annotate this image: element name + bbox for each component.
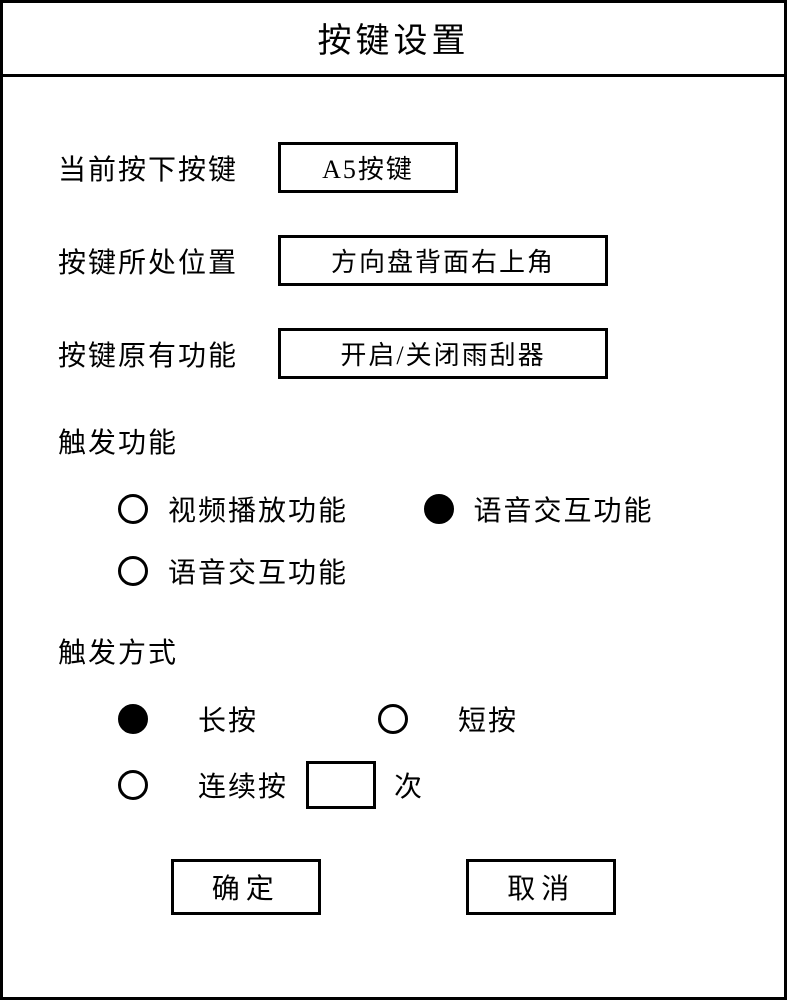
radio-icon bbox=[118, 494, 148, 524]
confirm-button[interactable]: 确定 bbox=[171, 859, 321, 915]
field-original-function: 按键原有功能 开启/关闭雨刮器 bbox=[58, 328, 729, 379]
field-current-key: 当前按下按键 A5按键 bbox=[58, 142, 729, 193]
radio-short-press[interactable]: 短按 bbox=[378, 699, 638, 739]
window-title: 按键设置 bbox=[318, 23, 470, 60]
continuous-count-input[interactable] bbox=[306, 761, 376, 809]
radio-long-press[interactable]: 长按 bbox=[118, 699, 378, 739]
radio-label: 长按 bbox=[198, 699, 258, 739]
current-key-label: 当前按下按键 bbox=[58, 148, 278, 188]
radio-label: 短按 bbox=[458, 699, 518, 739]
continuous-prefix: 连续按 bbox=[198, 765, 288, 805]
radio-icon bbox=[424, 494, 454, 524]
trigger-function-label: 触发功能 bbox=[58, 421, 729, 461]
radio-voice-interaction-2[interactable]: 语音交互功能 bbox=[118, 551, 428, 591]
radio-icon bbox=[378, 704, 408, 734]
radio-label: 语音交互功能 bbox=[474, 489, 654, 529]
button-row: 确定 取消 bbox=[58, 859, 729, 915]
cancel-button[interactable]: 取消 bbox=[466, 859, 616, 915]
original-function-label: 按键原有功能 bbox=[58, 334, 278, 374]
radio-voice-interaction-1[interactable]: 语音交互功能 bbox=[424, 489, 730, 529]
radio-label: 视频播放功能 bbox=[168, 489, 348, 529]
settings-window: 按键设置 当前按下按键 A5按键 按键所处位置 方向盘背面右上角 按键原有功能 … bbox=[0, 0, 787, 1000]
continuous-suffix: 次 bbox=[394, 765, 424, 805]
radio-icon bbox=[118, 704, 148, 734]
current-key-value: A5按键 bbox=[278, 142, 458, 193]
radio-video-playback[interactable]: 视频播放功能 bbox=[118, 489, 424, 529]
content-area: 当前按下按键 A5按键 按键所处位置 方向盘背面右上角 按键原有功能 开启/关闭… bbox=[3, 77, 784, 997]
field-key-position: 按键所处位置 方向盘背面右上角 bbox=[58, 235, 729, 286]
original-function-value: 开启/关闭雨刮器 bbox=[278, 328, 608, 379]
radio-label: 语音交互功能 bbox=[168, 551, 348, 591]
radio-icon bbox=[118, 556, 148, 586]
trigger-function-group: 视频播放功能 语音交互功能 语音交互功能 bbox=[118, 489, 729, 591]
key-position-value: 方向盘背面右上角 bbox=[278, 235, 608, 286]
radio-continuous-press[interactable]: 连续按 次 bbox=[118, 761, 424, 809]
key-position-label: 按键所处位置 bbox=[58, 241, 278, 281]
trigger-mode-group: 长按 短按 连续按 次 bbox=[118, 699, 729, 809]
title-bar: 按键设置 bbox=[3, 3, 784, 77]
trigger-mode-label: 触发方式 bbox=[58, 631, 729, 671]
radio-icon bbox=[118, 770, 148, 800]
